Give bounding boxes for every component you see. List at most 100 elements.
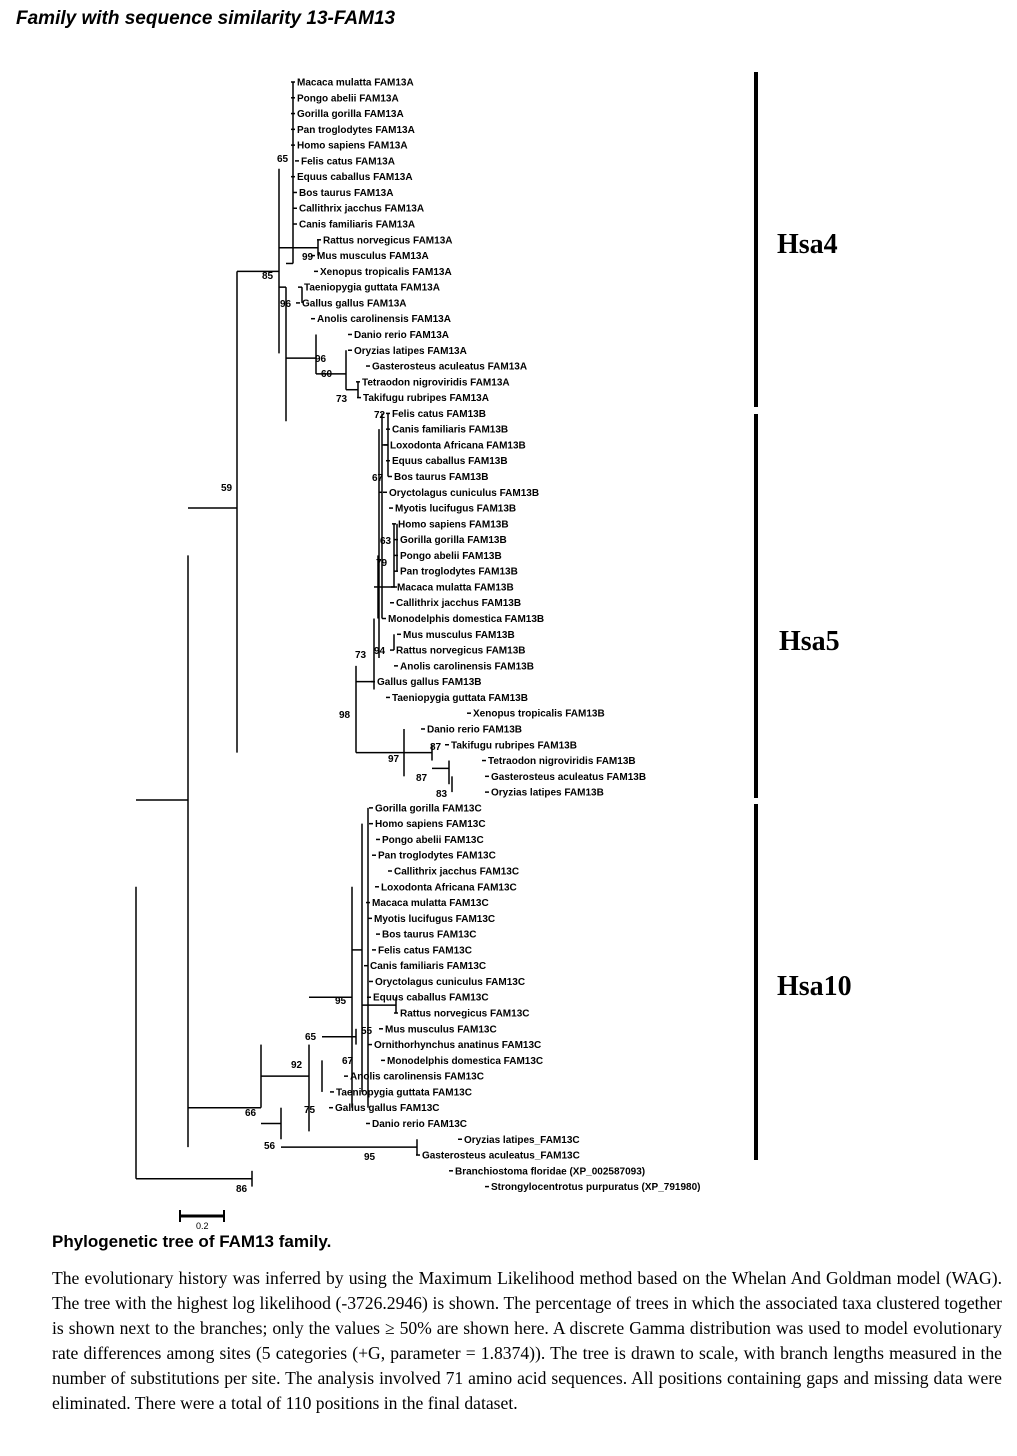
leaf-label: Tetraodon nigroviridis FAM13B	[488, 756, 636, 767]
bootstrap-value: 73	[355, 650, 367, 661]
leaf-label: Felis catus FAM13C	[378, 945, 472, 956]
leaf-label: Equus caballus FAM13C	[373, 993, 489, 1004]
bootstrap-value: 75	[304, 1105, 316, 1116]
leaf-label: Callithrix jacchus FAM13C	[394, 867, 519, 878]
chromosome-label: Hsa10	[777, 971, 852, 1002]
leaf-label: Homo sapiens FAM13B	[398, 519, 509, 530]
leaf-label: Equus caballus FAM13A	[297, 172, 413, 183]
leaf-label: Oryzias latipes FAM13B	[491, 788, 604, 799]
leaf-label: Xenopus tropicalis FAM13B	[473, 709, 605, 720]
leaf-label: Pan troglodytes FAM13B	[400, 567, 518, 578]
leaf-label: Oryzias latipes_FAM13C	[464, 1135, 580, 1146]
leaf-label: Takifugu rubripes FAM13A	[363, 393, 489, 404]
leaf-label: Danio rerio FAM13C	[372, 1119, 467, 1130]
leaf-label: Rattus norvegicus FAM13A	[323, 235, 452, 246]
leaf-label: Mus musculus FAM13C	[385, 1024, 497, 1035]
bootstrap-value: 56	[264, 1141, 276, 1152]
leaf-label: Anolis carolinensis FAM13A	[317, 314, 451, 325]
chromosome-label: Hsa4	[777, 229, 838, 260]
leaf-label: Anolis carolinensis FAM13B	[400, 661, 534, 672]
leaf-label: Takifugu rubripes FAM13B	[451, 740, 577, 751]
leaf-label: Gallus gallus FAM13A	[302, 298, 406, 309]
bootstrap-value: 87	[416, 773, 428, 784]
bootstrap-value: 87	[430, 742, 442, 753]
bootstrap-value: 55	[361, 1026, 373, 1037]
bootstrap-value: 92	[291, 1060, 303, 1071]
leaf-label: Felis catus FAM13A	[301, 156, 395, 167]
leaf-label: Anolis carolinensis FAM13C	[350, 1072, 484, 1083]
leaf-label: Tetraodon nigroviridis FAM13A	[362, 377, 510, 388]
bootstrap-value: 67	[342, 1056, 354, 1067]
leaf-label: Ornithorhynchus anatinus FAM13C	[374, 1040, 541, 1051]
bootstrap-value: 63	[380, 536, 392, 547]
bootstrap-value: 86	[236, 1184, 248, 1195]
leaf-label: Monodelphis domestica FAM13C	[387, 1056, 543, 1067]
bootstrap-value: 95	[335, 996, 347, 1007]
leaf-label: Gasterosteus aculeatus FAM13B	[491, 772, 646, 783]
leaf-label: Strongylocentrotus purpuratus (XP_791980…	[491, 1182, 701, 1193]
page-header-title: Family with sequence similarity 13-FAM13	[16, 8, 396, 29]
leaf-label: Danio rerio FAM13B	[427, 724, 522, 735]
leaf-label: Pongo abelii FAM13B	[400, 551, 502, 562]
leaf-label: Felis catus FAM13B	[392, 409, 486, 420]
bootstrap-value: 59	[221, 483, 233, 494]
bootstrap-value: 98	[339, 710, 351, 721]
bootstrap-value: 95	[364, 1152, 376, 1163]
leaf-label: Canis familiaris FAM13B	[392, 425, 508, 436]
leaf-label: Canis familiaris FAM13A	[299, 220, 415, 231]
leaf-label: Taeniopygia guttata FAM13B	[392, 693, 528, 704]
leaf-label: Pan troglodytes FAM13C	[378, 851, 496, 862]
leaf-label: Gasterosteus aculeatus_FAM13C	[422, 1151, 580, 1162]
leaf-label: Branchiostoma floridae (XP_002587093)	[455, 1166, 645, 1177]
caption-body: The evolutionary history was inferred by…	[52, 1268, 1002, 1413]
leaf-label: Homo sapiens FAM13A	[297, 141, 408, 152]
leaf-label: Macaca mulatta FAM13C	[372, 898, 489, 909]
leaf-label: Gorilla gorilla FAM13B	[400, 535, 507, 546]
leaf-label: Canis familiaris FAM13C	[370, 961, 486, 972]
bootstrap-value: 60	[321, 369, 333, 380]
leaf-label: Callithrix jacchus FAM13A	[299, 204, 424, 215]
leaf-label: Bos taurus FAM13B	[394, 472, 488, 483]
bootstrap-value: 99	[302, 252, 314, 263]
bootstrap-value: 83	[436, 789, 448, 800]
bootstrap-value: 96	[280, 299, 292, 310]
leaf-label: Gallus gallus FAM13C	[335, 1103, 439, 1114]
leaf-label: Loxodonta Africana FAM13C	[381, 882, 517, 893]
caption-title: Phylogenetic tree of FAM13 family.	[52, 1232, 332, 1251]
bootstrap-value: 94	[374, 646, 386, 657]
scale-bar-label: 0.2	[196, 1221, 209, 1231]
leaf-label: Taeniopygia guttata FAM13A	[304, 283, 440, 294]
leaf-label: Loxodonta Africana FAM13B	[390, 440, 526, 451]
leaf-label: Gasterosteus aculeatus FAM13A	[372, 362, 527, 373]
bootstrap-value: 79	[376, 558, 388, 569]
leaf-label: Mus musculus FAM13A	[317, 251, 429, 262]
chromosome-label: Hsa5	[779, 626, 840, 657]
leaf-label: Bos taurus FAM13A	[299, 188, 393, 199]
bootstrap-value: 85	[262, 271, 274, 282]
leaf-label: Macaca mulatta FAM13B	[397, 582, 514, 593]
leaf-label: Oryctolagus cuniculus FAM13B	[389, 488, 539, 499]
leaf-label: Gorilla gorilla FAM13A	[297, 109, 404, 120]
leaf-label: Gorilla gorilla FAM13C	[375, 803, 482, 814]
leaf-label: Bos taurus FAM13C	[382, 930, 476, 941]
bootstrap-value: 97	[388, 754, 400, 765]
bootstrap-value: 65	[305, 1032, 317, 1043]
bootstrap-value: 67	[372, 473, 384, 484]
leaf-label: Macaca mulatta FAM13A	[297, 78, 414, 89]
leaf-label: Myotis lucifugus FAM13B	[395, 504, 516, 515]
bootstrap-value: 96	[315, 354, 327, 365]
bootstrap-value: 72	[374, 410, 386, 421]
bootstrap-value: 73	[336, 394, 348, 405]
leaf-label: Oryzias latipes FAM13A	[354, 346, 467, 357]
leaf-label: Xenopus tropicalis FAM13A	[320, 267, 452, 278]
phylogenetic-tree: Macaca mulatta FAM13A Pongo abelii FAM13A…	[135, 72, 852, 1231]
leaf-label: Mus musculus FAM13B	[403, 630, 515, 641]
leaf-label: Oryctolagus cuniculus FAM13C	[375, 977, 525, 988]
leaf-label: Monodelphis domestica FAM13B	[388, 614, 544, 625]
leaf-label: Pongo abelii FAM13C	[382, 835, 484, 846]
leaf-label: Pongo abelii FAM13A	[297, 93, 399, 104]
leaf-label: Myotis lucifugus FAM13C	[374, 914, 495, 925]
leaf-label: Rattus norvegicus FAM13B	[396, 646, 525, 657]
leaf-label: Rattus norvegicus FAM13C	[400, 1009, 529, 1020]
bootstrap-value: 65	[277, 154, 289, 165]
